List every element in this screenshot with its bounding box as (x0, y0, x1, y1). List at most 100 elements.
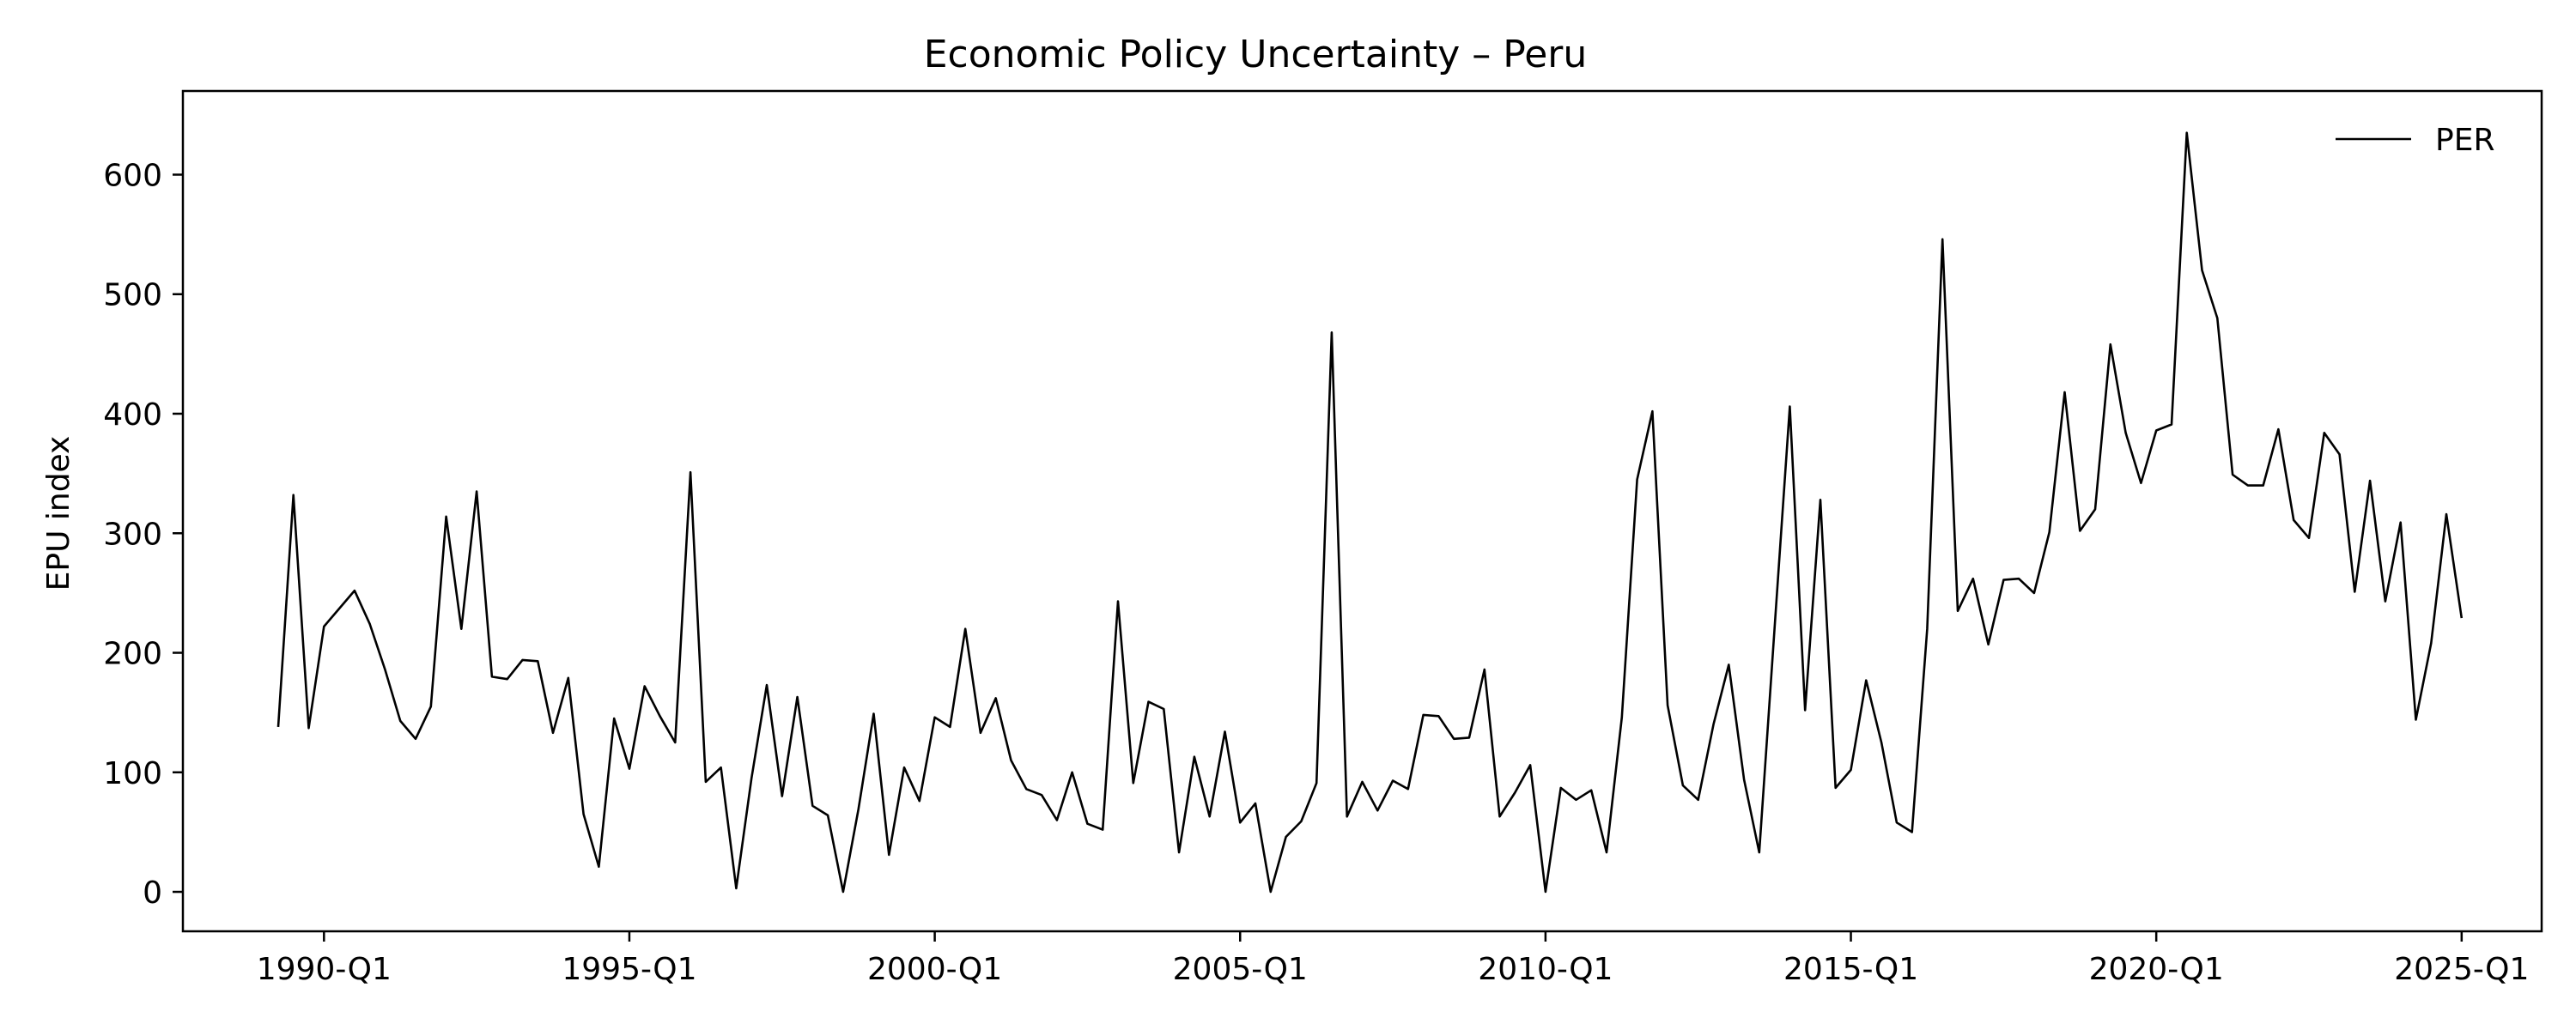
data-point (1788, 405, 1791, 409)
data-point (1315, 781, 1318, 785)
data-point (2139, 482, 2142, 485)
data-point (1911, 830, 1914, 833)
data-point (383, 668, 386, 671)
data-point (2154, 428, 2158, 432)
data-point (1116, 600, 1120, 603)
y-axis-ticks: 0 100 200 300 400 500 600 (103, 158, 183, 911)
data-point (2414, 718, 2417, 722)
data-point (1269, 890, 1273, 894)
data-point (1956, 609, 1959, 613)
data-point (2002, 579, 2005, 582)
x-tick-label: 1995-Q1 (562, 952, 696, 987)
data-point (994, 696, 998, 700)
data-point (1711, 723, 1715, 726)
data-point (292, 494, 295, 497)
data-point (2399, 521, 2403, 524)
data-point (933, 716, 937, 719)
data-point (1544, 890, 1547, 894)
data-point (276, 725, 280, 729)
x-tick-label: 2020-Q1 (2089, 952, 2224, 987)
data-point (1055, 818, 1059, 821)
series-line-per (276, 131, 2464, 894)
data-point (1620, 716, 1624, 719)
data-point (902, 766, 906, 769)
data-point (2353, 591, 2356, 594)
y-tick-label: 200 (103, 637, 162, 672)
x-tick-label: 2010-Q1 (1478, 952, 1613, 987)
data-point (506, 677, 509, 681)
data-point (1193, 755, 1196, 759)
data-point (2292, 518, 2295, 522)
x-tick-label: 2015-Q1 (1783, 952, 1918, 987)
data-point (2338, 452, 2342, 456)
data-point (2384, 600, 2387, 603)
legend: PER (2336, 123, 2494, 158)
data-point (2078, 529, 2081, 532)
data-point (1254, 802, 1257, 805)
data-point (1208, 815, 1212, 818)
data-point (1513, 791, 1516, 794)
data-point (1361, 780, 1364, 784)
data-point (1422, 713, 1425, 717)
data-point (1834, 786, 1838, 790)
data-point (1040, 793, 1043, 797)
data-point (1498, 815, 1502, 818)
data-point (1925, 627, 1929, 631)
data-point (826, 814, 829, 817)
x-tick-label: 2005-Q1 (1173, 952, 1308, 987)
data-point (1650, 409, 1654, 413)
data-point (1346, 815, 1349, 818)
data-point (2093, 507, 2097, 511)
data-point (643, 685, 647, 688)
data-point (1467, 736, 1471, 739)
data-point (1147, 700, 1151, 704)
data-point (1559, 786, 1563, 790)
data-point (2307, 536, 2311, 540)
data-point (1162, 707, 1165, 711)
y-tick-label: 100 (103, 756, 162, 791)
data-point (1605, 851, 1608, 854)
y-tick-label: 500 (103, 278, 162, 313)
data-point (2429, 641, 2433, 645)
data-point (2048, 530, 2051, 534)
data-point (887, 853, 890, 857)
data-point (2185, 131, 2189, 135)
data-point (398, 719, 402, 723)
data-point (1864, 679, 1868, 682)
data-point (1406, 787, 1410, 791)
data-point (796, 695, 799, 699)
y-tick-label: 400 (103, 397, 162, 433)
data-point (673, 741, 677, 744)
data-point (734, 887, 738, 890)
x-tick-label: 2025-Q1 (2394, 952, 2529, 987)
data-point (445, 515, 448, 518)
data-point (1238, 821, 1242, 824)
data-point (475, 490, 478, 494)
data-point (1010, 759, 1013, 762)
data-point (1742, 778, 1746, 781)
x-axis-ticks: 1990-Q1 1995-Q1 2000-Q1 2005-Q1 2010-Q1 2015-… (257, 931, 2529, 987)
data-point (2017, 577, 2020, 580)
data-point (2124, 431, 2128, 434)
data-point (1101, 828, 1104, 832)
data-point (979, 731, 982, 735)
data-point (1941, 238, 1944, 241)
data-point (459, 627, 463, 631)
data-point (520, 658, 524, 662)
data-point (1483, 668, 1486, 671)
data-point (2246, 484, 2250, 488)
data-point (1773, 627, 1777, 631)
data-point (536, 659, 539, 663)
data-point (2201, 269, 2204, 272)
data-point (841, 890, 845, 894)
y-tick-label: 0 (143, 876, 162, 911)
chart-title: Economic Policy Uncertainty – Peru (924, 33, 1588, 76)
data-point (781, 795, 784, 798)
data-point (628, 767, 631, 771)
data-point (612, 717, 616, 720)
data-point (1452, 737, 1455, 741)
data-point (1223, 730, 1226, 733)
data-point (1391, 779, 1394, 783)
data-point (1024, 787, 1028, 791)
